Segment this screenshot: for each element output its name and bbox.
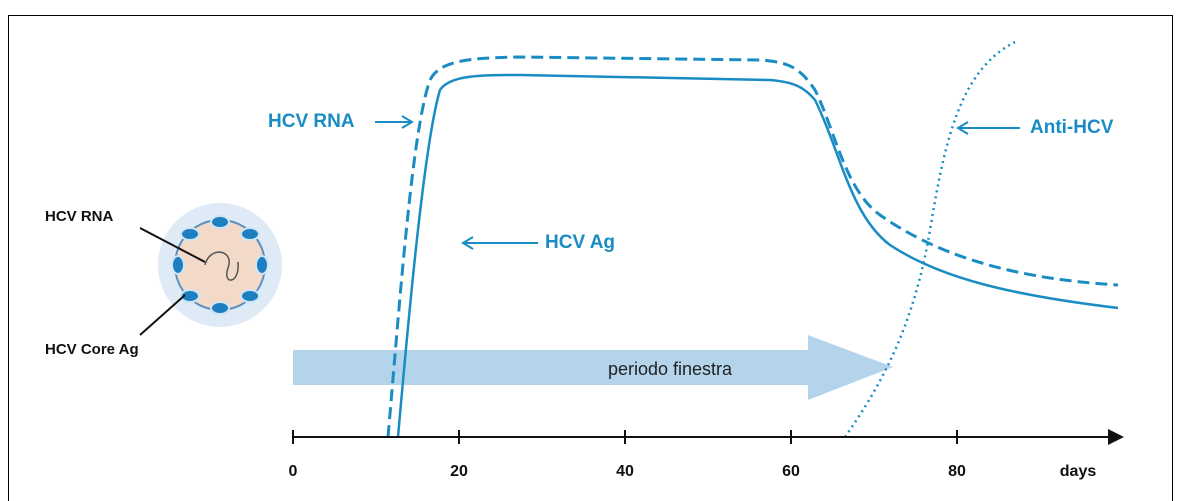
tick-label: 60 <box>782 463 800 480</box>
virus-icon <box>139 203 282 336</box>
ag-pointer <box>461 236 538 250</box>
anti-label: Anti-HCV <box>1030 117 1114 138</box>
rna-pointer <box>375 115 414 129</box>
frame <box>8 15 1173 501</box>
rna-curve <box>386 55 1119 438</box>
tick-label: 40 <box>616 463 634 480</box>
ag-label: HCV Ag <box>545 232 615 253</box>
virus-rna-label: HCV RNA <box>45 208 114 225</box>
tick-label: 80 <box>948 463 966 480</box>
rna-label: HCV RNA <box>268 111 355 132</box>
axis-arrow <box>1108 429 1124 445</box>
axis-unit: days <box>1060 463 1097 480</box>
virus-core-label: HCV Core Ag <box>45 341 139 358</box>
anti-pointer <box>956 121 1020 135</box>
ag-curve <box>396 73 1119 438</box>
tick-label: 20 <box>450 463 468 480</box>
anti-curve <box>843 40 1016 438</box>
tick-label: 0 <box>289 463 298 480</box>
window-label: periodo finestra <box>608 359 733 379</box>
window-arrow <box>293 335 893 400</box>
ticks: 0 20 40 60 80 <box>289 430 966 480</box>
